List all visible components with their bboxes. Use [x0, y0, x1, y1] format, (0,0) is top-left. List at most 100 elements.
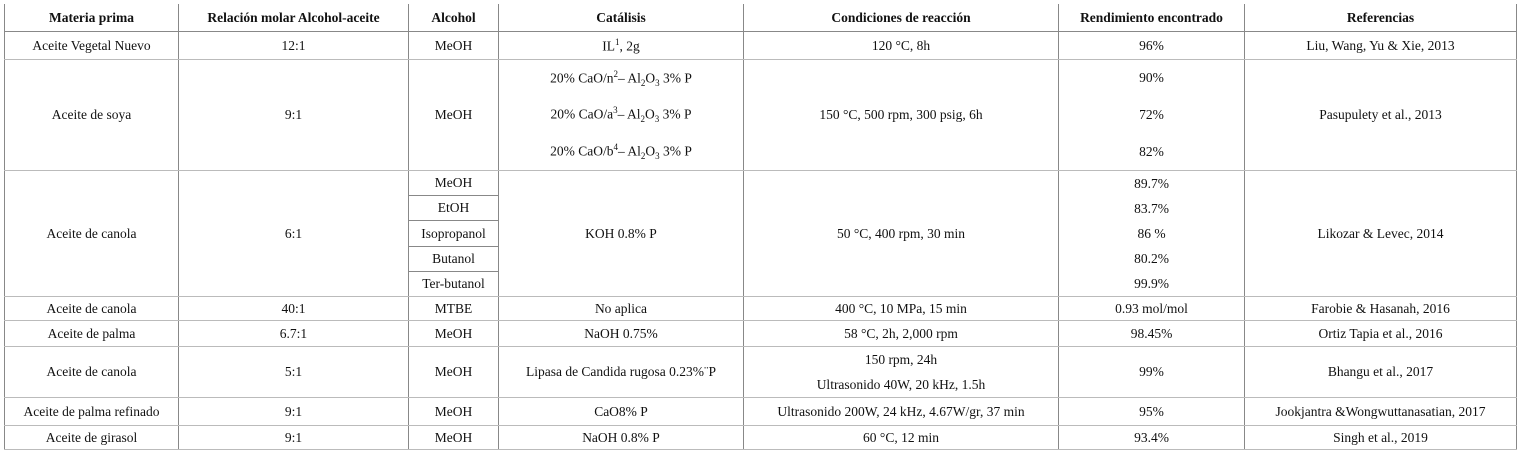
cell-line: 120 °C, 8h	[871, 37, 931, 53]
table-cell: 9:1	[178, 425, 409, 450]
cell-content: Aceite Vegetal Nuevo	[5, 32, 178, 59]
cell-content: 120 °C, 8h	[744, 32, 1058, 59]
cell-line: 20% CaO/n2– Al2O3 3% P	[499, 69, 743, 88]
table-cell: 40:1	[178, 296, 409, 321]
superscript: 4	[613, 142, 618, 153]
table-cell: Aceite de girasol	[4, 425, 179, 450]
column-header: Materia prima	[4, 4, 179, 32]
cell-content: 20% CaO/n2– Al2O3 3% P 20% CaO/a3– Al2O3 …	[499, 60, 743, 170]
cell-line: MeOH	[434, 429, 473, 445]
cell-line: MeOH	[434, 37, 473, 53]
cell-line: Aceite de soya	[51, 107, 132, 122]
table-cell: Liu, Wang, Yu & Xie, 2013	[1244, 31, 1517, 60]
cell-line: Jookjantra &Wongwuttanasatian, 2017	[1275, 403, 1486, 419]
cell-content: Aceite de canola	[5, 347, 178, 397]
table-cell: 9:1	[178, 397, 409, 426]
cell-line: 82%	[1139, 143, 1164, 159]
table-cell: 96%	[1058, 31, 1245, 60]
cell-line: 99.9%	[1134, 275, 1169, 291]
table-cell: 150 rpm, 24h Ultrasonido 40W, 20 kHz, 1.5…	[743, 346, 1059, 398]
cell-line: Aceite de canola	[46, 300, 137, 316]
table-cell: 12:1	[178, 31, 409, 60]
subscript: 2	[640, 114, 645, 125]
cell-content: MeOH	[409, 32, 498, 59]
cell-line: MeOH	[434, 403, 473, 419]
table-cell: 400 °C, 10 MPa, 15 min	[743, 296, 1059, 321]
cell-content: 98.45%	[1059, 321, 1244, 346]
table-cell: 20% CaO/n2– Al2O3 3% P 20% CaO/a3– Al2O3 …	[498, 59, 744, 171]
cell-line: 400 °C, 10 MPa, 15 min	[835, 300, 967, 316]
text-part: – Al	[617, 106, 641, 122]
cell-content: Farobie & Hasanah, 2016	[1245, 297, 1516, 320]
cell-line: MeOH	[434, 325, 473, 341]
cell-line: Aceite Vegetal Nuevo	[32, 37, 151, 53]
table-cell: Bhangu et al., 2017	[1244, 346, 1517, 398]
cell-content: MeOH	[409, 398, 498, 425]
cell-content: NaOH 0.75%	[499, 321, 743, 346]
table-cell: 60 °C, 12 min	[743, 425, 1059, 450]
table-row: Aceite de canola 6:1 MeOH EtOH Isopropanol Bu…	[4, 170, 1517, 297]
table-cell: NaOH 0.75%	[498, 320, 744, 347]
cell-line: 83.7%	[1134, 200, 1169, 216]
table-cell: 6.7:1	[178, 320, 409, 347]
cell-content: MeOH	[409, 321, 498, 346]
table-cell: 99%	[1058, 346, 1245, 398]
table-cell: Ultrasonido 200W, 24 kHz, 4.67W/gr, 37 m…	[743, 397, 1059, 426]
cell-content: CaO8% P	[499, 398, 743, 425]
cell-content: 0.93 mol/mol	[1059, 297, 1244, 320]
cell-line: 99%	[1139, 364, 1164, 379]
table-row: Aceite de palma refinado 9:1 MeOH CaO8% P Ul…	[4, 397, 1517, 426]
table-cell: Jookjantra &Wongwuttanasatian, 2017	[1244, 397, 1517, 426]
table-row: Aceite de palma 6.7:1 MeOH NaOH 0.75% 58 °C,…	[4, 320, 1517, 347]
column-header: Catálisis	[498, 4, 744, 32]
cell-line: Aceite de girasol	[45, 429, 138, 445]
cell-line: Lipasa de Candida rugosa 0.23%¨P	[525, 364, 717, 379]
cell-line: Singh et al., 2019	[1333, 429, 1428, 445]
table-cell: MeOH EtOH Isopropanol Butanol Ter-butanol	[408, 170, 499, 297]
cell-content: 9:1	[179, 398, 408, 425]
cell-content: 5:1	[179, 347, 408, 397]
cell-line: 6.7:1	[279, 325, 308, 341]
cell-line: 98.45%	[1130, 325, 1173, 341]
table-cell: MTBE	[408, 296, 499, 321]
cell-content: 6.7:1	[179, 321, 408, 346]
table-cell: 150 °C, 500 rpm, 300 psig, 6h	[743, 59, 1059, 171]
cell-content: Aceite de canola	[5, 171, 178, 296]
text-part: 20% CaO/a	[550, 106, 614, 122]
table-cell: Aceite de palma	[4, 320, 179, 347]
cell-content: 95%	[1059, 398, 1244, 425]
cell-content: 9:1	[179, 60, 408, 170]
text-part: – Al	[617, 70, 641, 86]
table-row: Aceite de soya 9:1 MeOH 20% CaO/n2– Al2O3 3…	[4, 59, 1517, 171]
cell-line: MTBE	[434, 300, 473, 316]
superscript: 2	[613, 68, 618, 79]
cell-content: 150 rpm, 24h Ultrasonido 40W, 20 kHz, 1.5…	[744, 347, 1058, 397]
table-cell: MeOH	[408, 425, 499, 450]
cell-line: 5:1	[284, 364, 303, 379]
cell-content: 60 °C, 12 min	[744, 426, 1058, 449]
superscript: 3	[613, 105, 618, 116]
cell-line: Ultrasonido 40W, 20 kHz, 1.5h	[816, 376, 986, 392]
cell-line: 20% CaO/a3– Al2O3 3% P	[499, 105, 743, 124]
table-cell: MeOH	[408, 31, 499, 60]
text-part: 20% CaO/n	[550, 70, 614, 86]
subscript: 3	[655, 77, 660, 88]
cell-content: Likozar & Levec, 2014	[1245, 171, 1516, 296]
text-part: – Al	[617, 143, 641, 159]
cell-content: Ortiz Tapia et al., 2016	[1245, 321, 1516, 346]
table-cell: Likozar & Levec, 2014	[1244, 170, 1517, 297]
subscript: 3	[654, 114, 660, 125]
table-cell: 120 °C, 8h	[743, 31, 1059, 60]
cell-line: Likozar & Levec, 2014	[1317, 225, 1444, 241]
cell-line: 80.2%	[1134, 250, 1169, 266]
table-cell: Aceite de palma refinado	[4, 397, 179, 426]
cell-line: Isopropanol	[409, 220, 498, 245]
cell-content: Pasupulety et al., 2013	[1245, 60, 1516, 170]
table-cell: 0.93 mol/mol	[1058, 296, 1245, 321]
cell-line: MeOH	[434, 364, 473, 379]
cell-content: NaOH 0.8% P	[499, 426, 743, 449]
cell-content: MeOH	[409, 347, 498, 397]
cell-content: MTBE	[409, 297, 498, 320]
text-part: 3% P	[659, 70, 692, 86]
